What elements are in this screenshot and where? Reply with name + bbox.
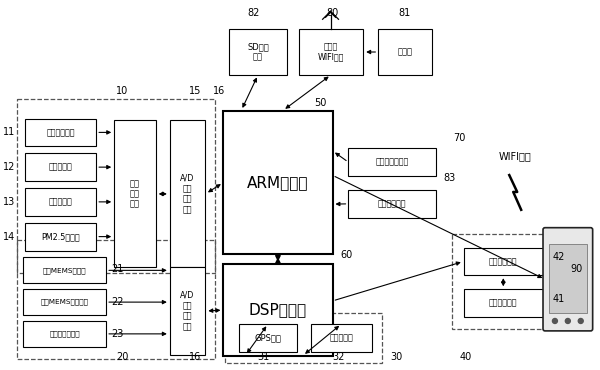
Bar [170, 121, 205, 268]
Text: 83: 83 [443, 173, 456, 183]
Bar [170, 268, 205, 355]
Text: A/D
模数
转换
芯片: A/D 模数 转换 芯片 [181, 291, 195, 331]
Bar [464, 248, 543, 275]
Text: 15: 15 [190, 86, 202, 96]
Text: 12: 12 [2, 162, 15, 172]
Bar [23, 321, 106, 347]
Text: WIFI网络: WIFI网络 [499, 151, 532, 161]
Text: 22: 22 [111, 297, 124, 307]
Bar [17, 99, 215, 273]
Text: 16: 16 [190, 352, 202, 362]
Bar [349, 190, 436, 218]
Text: 20: 20 [116, 352, 128, 362]
Circle shape [565, 319, 571, 323]
Bar [311, 324, 372, 352]
Text: 14: 14 [3, 232, 15, 242]
Bar [239, 324, 297, 352]
Text: 60: 60 [340, 250, 353, 260]
Text: 23: 23 [111, 329, 123, 339]
Text: A/D
模数
转换
芯片: A/D 模数 转换 芯片 [181, 174, 195, 214]
Text: 改进版
WIFI路由: 改进版 WIFI路由 [318, 42, 344, 62]
Text: 41: 41 [553, 294, 565, 304]
Text: 太阳能供电系统: 太阳能供电系统 [376, 158, 409, 166]
Bar [378, 29, 432, 75]
Bar [25, 188, 96, 216]
Bar [464, 289, 543, 317]
Text: 实时时钟模块: 实时时钟模块 [378, 199, 406, 208]
Bar [226, 313, 382, 363]
Bar [549, 243, 587, 313]
Text: 16: 16 [213, 86, 226, 96]
Text: 气压传感器: 气压传感器 [49, 163, 73, 172]
Text: PM2.5传感器: PM2.5传感器 [41, 232, 80, 241]
Circle shape [553, 319, 557, 323]
Text: GPS模块: GPS模块 [254, 333, 281, 342]
Text: 70: 70 [454, 133, 466, 143]
Text: 21: 21 [111, 264, 123, 275]
Text: 50: 50 [314, 98, 327, 108]
Text: 三轴磁阻传感器: 三轴磁阻传感器 [49, 330, 80, 337]
Bar [23, 258, 106, 283]
Text: 摄像头: 摄像头 [398, 47, 413, 57]
Text: 90: 90 [571, 264, 583, 275]
Bar [349, 148, 436, 176]
Text: 80: 80 [326, 8, 338, 18]
Text: 42: 42 [553, 252, 565, 262]
Text: 81: 81 [398, 8, 410, 18]
Text: 11: 11 [3, 127, 15, 137]
Bar [17, 240, 215, 359]
Text: 信号
调理
模块: 信号 调理 模块 [130, 179, 140, 209]
Text: 三轴MEMS加速度计: 三轴MEMS加速度计 [40, 299, 88, 305]
Text: 气压高度计: 气压高度计 [329, 333, 353, 342]
FancyBboxPatch shape [543, 228, 593, 331]
Text: SD存储
模块: SD存储 模块 [247, 42, 269, 62]
Text: 直流无刷电机: 直流无刷电机 [489, 299, 518, 307]
Bar [229, 29, 287, 75]
Circle shape [578, 319, 583, 323]
Bar [25, 118, 96, 146]
Bar [25, 223, 96, 250]
Text: 温湿度传感器: 温湿度传感器 [46, 128, 75, 137]
Text: 40: 40 [460, 352, 472, 362]
Text: ARM处理器: ARM处理器 [247, 175, 308, 190]
Bar [223, 111, 332, 255]
Text: 31: 31 [257, 352, 269, 362]
Text: 电机驱动模块: 电机驱动模块 [489, 257, 518, 266]
Text: 10: 10 [116, 86, 128, 96]
Text: 30: 30 [390, 352, 402, 362]
Bar [23, 289, 106, 315]
Text: 13: 13 [3, 197, 15, 207]
Bar [452, 233, 555, 329]
Bar [114, 121, 156, 268]
Text: 82: 82 [247, 8, 259, 18]
Bar [25, 153, 96, 181]
Text: 气体传感器: 气体传感器 [49, 197, 73, 206]
Text: 32: 32 [332, 352, 344, 362]
Text: 三轴MEMS陀螺仪: 三轴MEMS陀螺仪 [43, 267, 86, 274]
Text: DSP处理器: DSP处理器 [249, 303, 307, 317]
Bar [223, 265, 332, 356]
Bar [299, 29, 364, 75]
